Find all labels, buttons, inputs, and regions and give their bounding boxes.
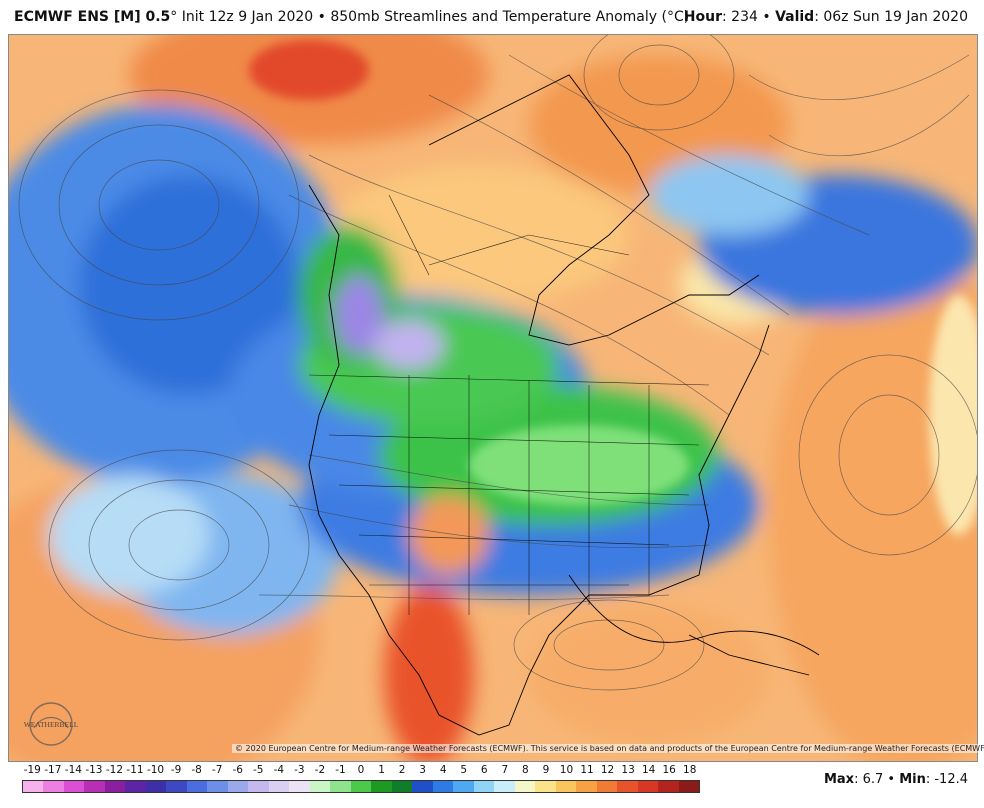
streamlines	[18, 35, 977, 691]
legend-tick-label: -9	[170, 764, 182, 776]
coastlines	[308, 74, 820, 736]
map-canvas	[9, 35, 977, 761]
legend-tick-label: 3	[419, 764, 426, 776]
legend-swatch	[453, 781, 474, 792]
legend-tick-label: 6	[480, 764, 488, 776]
legend-swatch	[514, 781, 536, 792]
legend-tick-label: -8	[191, 764, 202, 776]
legend-swatch	[186, 781, 208, 792]
legend-tick-label: 9	[542, 764, 550, 776]
valid-time: Hour: 234 • Valid: 06z Sun 19 Jan 2020	[684, 0, 968, 34]
max-min-readout: Max: 6.7 • Min: -12.4	[824, 772, 968, 787]
anomaly-field	[9, 35, 977, 761]
legend-swatch	[391, 781, 413, 792]
legend-swatch	[84, 781, 105, 792]
legend-swatch	[125, 781, 146, 792]
legend-swatch	[330, 781, 351, 792]
title-unit-symbol: °	[666, 9, 674, 25]
legend-swatch	[227, 781, 249, 792]
legend-color-bar	[22, 780, 700, 793]
temperature-anomaly-map	[8, 34, 978, 762]
legend-tick-label: -3	[294, 764, 305, 776]
legend-tick-label: -2	[314, 764, 326, 776]
map-header: ECMWF ENS [M] 0.5° Init 12z 9 Jan 2020 •…	[0, 0, 984, 34]
weatherbell-logo: WEATHERBELL	[22, 700, 80, 748]
legend-tick-label: 13	[621, 764, 635, 776]
legend-tick-label: -4	[273, 764, 285, 776]
legend-tick-label: 18	[683, 764, 697, 776]
min-value: : -12.4	[925, 772, 968, 787]
legend-tick-label: -5	[253, 764, 264, 776]
legend-swatch	[473, 781, 495, 792]
legend-tick-label: -1	[335, 764, 346, 776]
legend-swatch	[678, 781, 699, 792]
legend-tick-label: 1	[378, 764, 385, 776]
logo-emblem: WEATHERBELL	[24, 702, 79, 746]
state-borders	[308, 194, 710, 615]
valid-value: : 06z Sun 19 Jan 2020	[814, 9, 968, 25]
legend-labels: -19 -17 -14 -13 -12 -11 -10 -9 -8 -7 -6 -5 -4 -3 -2 -1 0…	[22, 764, 700, 778]
max-label: Max	[823, 772, 855, 787]
legend-swatch	[166, 781, 187, 792]
legend-swatch	[432, 781, 454, 792]
legend-tick-label: -13	[85, 764, 103, 776]
legend-swatch	[350, 781, 372, 792]
map-title: ECMWF ENS [M] 0.5° Init 12z 9 Jan 2020 •…	[14, 0, 689, 34]
legend-swatch	[412, 781, 433, 792]
color-legend: -19 -17 -14 -13 -12 -11 -10 -9 -8 -7 -6 -5 -4 -3 -2 -1 0…	[22, 762, 700, 802]
legend-tick-label: 11	[580, 764, 594, 776]
legend-swatch	[248, 781, 269, 792]
legend-swatch	[617, 781, 638, 792]
anomaly-detail	[249, 40, 977, 535]
legend-tick-label: -12	[105, 764, 124, 776]
model-name: ECMWF ENS [M] 0.5	[14, 9, 171, 25]
valid-label: Valid	[775, 9, 815, 25]
copyright-notice: © 2020 European Centre for Medium-range …	[232, 744, 984, 753]
legend-tick-label: 14	[641, 764, 656, 776]
legend-swatch	[309, 781, 331, 792]
legend-swatch	[23, 781, 44, 792]
legend-tick-label: 4	[439, 764, 447, 776]
legend-tick-label: 12	[600, 764, 615, 776]
legend-swatch	[207, 781, 228, 792]
legend-swatch	[104, 781, 126, 792]
legend-swatch	[145, 781, 167, 792]
legend-swatch	[371, 781, 392, 792]
legend-swatch	[658, 781, 679, 792]
legend-tick-label: -14	[64, 764, 82, 776]
title-suffix: )	[683, 9, 690, 25]
legend-swatch	[494, 781, 515, 792]
legend-tick-label: -6	[232, 764, 243, 776]
title-unit-letter: C	[673, 9, 684, 25]
legend-swatch	[43, 781, 64, 792]
legend-swatch	[576, 781, 597, 792]
legend-tick-label: 0	[357, 764, 365, 776]
legend-swatch	[289, 781, 310, 792]
legend-tick-label: 7	[501, 764, 509, 776]
legend-swatch	[268, 781, 290, 792]
max-value: : 6.7 •	[854, 772, 900, 787]
min-label: Min	[899, 772, 926, 787]
title-init: ° Init 12z 9 Jan 2020 • 850mb Streamline…	[170, 9, 667, 25]
legend-tick-label: -11	[126, 764, 144, 776]
legend-swatch	[637, 781, 659, 792]
legend-tick-label: 8	[522, 764, 529, 776]
legend-swatch	[596, 781, 618, 792]
legend-tick-label: -19	[23, 764, 41, 776]
legend-swatch	[535, 781, 556, 792]
logo-text: WEATHERBELL	[24, 720, 79, 729]
legend-tick-label: 10	[559, 764, 574, 776]
legend-tick-label: -17	[44, 764, 62, 776]
legend-tick-label: 2	[398, 764, 406, 776]
legend-tick-label: -7	[211, 764, 223, 776]
hour-value: : 234 •	[722, 9, 776, 25]
legend-swatch	[63, 781, 85, 792]
legend-tick-label: 16	[662, 764, 676, 776]
legend-swatch	[555, 781, 577, 792]
legend-tick-label: -10	[146, 764, 165, 776]
hour-label: Hour	[683, 9, 723, 25]
legend-tick-label: 5	[460, 764, 468, 776]
